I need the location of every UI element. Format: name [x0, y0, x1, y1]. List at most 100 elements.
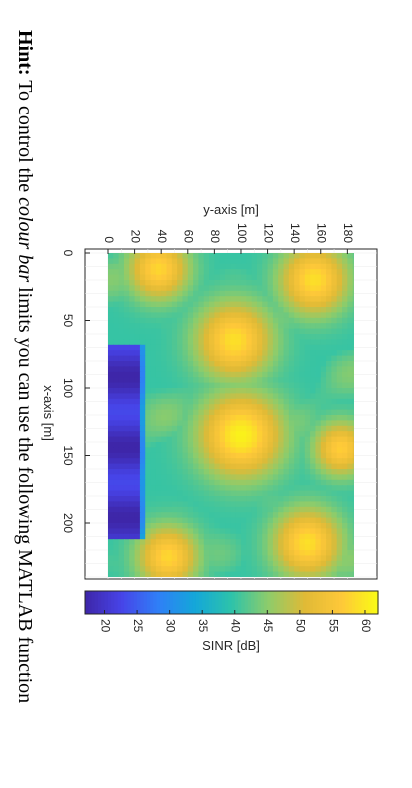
heatmap-cell	[214, 555, 221, 562]
heatmap-cell	[150, 290, 157, 297]
heatmap-cell	[320, 361, 327, 367]
heatmap-cell	[320, 393, 327, 400]
heatmap-cell	[304, 371, 311, 378]
heatmap-cell	[225, 550, 231, 556]
heatmap-cell	[304, 317, 311, 324]
heatmap-cell	[304, 550, 311, 556]
heatmap-cell	[134, 501, 141, 508]
heatmap-cell	[336, 274, 343, 281]
heatmap-cell	[134, 539, 141, 546]
heatmap-cell	[123, 366, 130, 373]
heatmap-cell	[235, 560, 242, 567]
heatmap-cell	[336, 415, 343, 421]
heatmap-cell	[326, 290, 332, 297]
heatmap-cell	[267, 274, 274, 281]
heatmap-cell	[246, 280, 253, 286]
heatmap-cell	[225, 382, 231, 389]
heatmap-cell	[251, 528, 258, 535]
heatmap-cell	[161, 533, 168, 540]
heatmap-cell	[155, 517, 162, 524]
heatmap-cell	[187, 269, 194, 276]
heatmap-cell	[209, 398, 215, 405]
heatmap-cell	[145, 361, 152, 367]
heatmap-cell	[155, 512, 162, 519]
heatmap-cell	[304, 361, 311, 367]
heatmap-cell	[203, 458, 210, 465]
heatmap-cell	[235, 382, 242, 389]
colorbar-swatch	[374, 591, 379, 614]
heatmap-cell	[251, 328, 258, 335]
colorbar-swatch	[111, 591, 115, 614]
heatmap-cell	[315, 474, 322, 481]
heatmap-cell	[315, 420, 322, 427]
heatmap-cell	[230, 366, 237, 373]
heatmap-cell	[310, 269, 317, 276]
heatmap-cell	[118, 366, 125, 373]
heatmap-cell	[123, 263, 130, 270]
heatmap-cell	[320, 253, 327, 259]
heatmap-cell	[251, 415, 258, 421]
heatmap-cell	[203, 517, 210, 524]
heatmap-cell	[108, 323, 114, 330]
heatmap-cell	[123, 388, 130, 394]
heatmap-cell	[246, 474, 253, 481]
heatmap-cell	[193, 533, 200, 540]
heatmap-cell	[310, 490, 317, 497]
heatmap-cell	[326, 539, 332, 546]
heatmap-cell	[310, 409, 317, 416]
heatmap-cell	[161, 404, 168, 411]
heatmap-cell	[230, 269, 237, 276]
heatmap-cell	[272, 253, 279, 259]
heatmap-cell	[299, 274, 306, 281]
heatmap-cell	[177, 263, 184, 270]
heatmap-cell	[320, 355, 327, 362]
heatmap-cell	[251, 301, 258, 308]
heatmap-cell	[299, 458, 306, 465]
heatmap-cell	[108, 388, 114, 394]
heatmap-cell	[219, 388, 226, 394]
heatmap-cell	[310, 344, 317, 351]
heatmap-cell	[326, 544, 332, 551]
heatmap-cell	[315, 490, 322, 497]
heatmap-cell	[129, 442, 136, 448]
heatmap-cell	[134, 274, 141, 281]
heatmap-cell	[219, 474, 226, 481]
heatmap-cell	[150, 371, 157, 378]
heatmap-cell	[251, 469, 258, 475]
heatmap-cell	[198, 528, 205, 535]
heatmap-cell	[139, 550, 146, 556]
heatmap-cell	[193, 479, 200, 486]
heatmap-cell	[240, 528, 247, 535]
heatmap-cell	[251, 307, 258, 313]
heatmap-cell	[240, 344, 247, 351]
heatmap-cell	[251, 566, 258, 573]
heatmap-cell	[246, 490, 253, 497]
heatmap-cell	[118, 490, 125, 497]
heatmap-cell	[347, 544, 354, 551]
heatmap-cell	[267, 550, 274, 556]
heatmap-cell	[187, 344, 194, 351]
heatmap-cell	[155, 528, 162, 535]
heatmap-cell	[108, 393, 114, 400]
heatmap-cell	[240, 490, 247, 497]
heatmap-cell	[246, 328, 253, 335]
heatmap-cell	[283, 350, 290, 357]
heatmap-cell	[198, 555, 205, 562]
heatmap-cell	[315, 544, 322, 551]
heatmap-cell	[240, 377, 247, 384]
heatmap-cell	[304, 533, 311, 540]
heatmap-cell	[187, 544, 194, 551]
heatmap-cell	[225, 404, 231, 411]
heatmap-cell	[134, 523, 141, 529]
heatmap-cell	[177, 409, 184, 416]
heatmap-cell	[214, 501, 221, 508]
heatmap-cell	[118, 269, 125, 276]
heatmap-cell	[310, 290, 317, 297]
heatmap-cell	[182, 361, 189, 367]
heatmap-cell	[177, 506, 184, 513]
heatmap-cell	[161, 296, 168, 303]
colorbar-swatch	[182, 591, 187, 614]
heatmap-cell	[166, 323, 173, 330]
heatmap-cell	[267, 307, 274, 313]
heatmap-cell	[108, 447, 114, 454]
